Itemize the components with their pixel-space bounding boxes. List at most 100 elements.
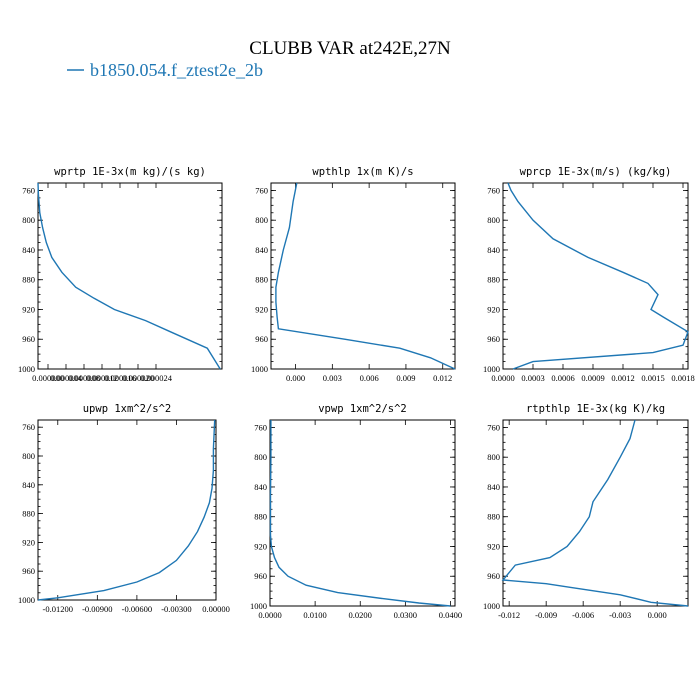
series-line [507, 182, 689, 370]
y-tick-label: 960 [487, 334, 500, 344]
x-tick-label: -0.009 [535, 610, 557, 620]
y-tick-label: 1000 [483, 364, 500, 374]
panel-3: wprcp 1E-3x(m/s) (kg/kg) 1000 960 920 880 840… [483, 166, 695, 383]
y-tick-label: 800 [254, 452, 267, 462]
legend-label: b1850.054.f_ztest2e_2b [90, 60, 263, 80]
y-tick-label: 1000 [18, 595, 35, 605]
x-tick-label: -0.00900 [82, 604, 112, 614]
x-tick-label: 0.0000 [258, 610, 281, 620]
x-tick-label: 0.0006 [551, 373, 574, 383]
x-tick-label: 0.0000 [491, 373, 514, 383]
y-tick-label: 920 [487, 304, 500, 314]
y-tick-label: 840 [22, 480, 35, 490]
y-tick-label: 760 [22, 422, 35, 432]
y-tick-label: 840 [254, 482, 267, 492]
series-line [37, 419, 216, 601]
y-tick-label: 880 [22, 509, 35, 519]
figure-title: CLUBB VAR at242E,27N [249, 38, 451, 59]
x-tick-label: -0.00300 [161, 604, 191, 614]
x-tick-label: 0.003 [323, 373, 342, 383]
y-tick-label: 920 [254, 541, 267, 551]
x-tick-label: 0.000024 [140, 373, 173, 383]
x-tick-label: -0.01200 [43, 604, 73, 614]
x-tick-label: 0.0015 [641, 373, 664, 383]
plot-frame [37, 419, 217, 601]
panel-title: wprcp 1E-3x(m/s) (kg/kg) [520, 166, 672, 178]
y-tick-label: 880 [487, 512, 500, 522]
y-tick-label: 800 [22, 215, 35, 225]
y-tick-label: 880 [487, 275, 500, 285]
x-tick-label: 0.000 [648, 610, 667, 620]
y-tick-label: 840 [22, 245, 35, 255]
y-tick-label: 760 [22, 185, 35, 195]
x-tick-label: 0.0400 [439, 610, 462, 620]
panels: wprtp 1E-3x(m kg)/(s kg) 1000 960 920 880 840… [18, 166, 695, 620]
panel-title: upwp 1xm^2/s^2 [83, 403, 172, 415]
panel-2: wpthlp 1x(m K)/s 1000 960 920 880 840 800 760 0.… [251, 166, 456, 383]
y-tick-label: 960 [487, 571, 500, 581]
x-tick-label: 0.000016 [104, 373, 136, 383]
x-tick-label: 0.000020 [122, 373, 154, 383]
y-tick-label: 960 [22, 334, 35, 344]
x-tick-label: 0.006 [360, 373, 379, 383]
plot-frame [502, 419, 689, 607]
panel-4: upwp 1xm^2/s^2 1000 960 920 880 840 800 760 -0.0… [18, 403, 230, 614]
series-line [269, 420, 451, 607]
panel-title: wpthlp 1x(m K)/s [312, 166, 413, 178]
y-tick-label: 920 [255, 304, 268, 314]
x-tick-label: 0.000008 [68, 373, 100, 383]
x-tick-label: 0.0009 [581, 373, 604, 383]
x-tick-label: 0.009 [396, 373, 415, 383]
series-line [37, 182, 221, 370]
panel-title: vpwp 1xm^2/s^2 [318, 403, 407, 415]
x-tick-label: 0.000 [286, 373, 305, 383]
x-tick-label: -0.012 [498, 610, 520, 620]
plot-frame [270, 182, 456, 370]
panel-5: vpwp 1xm^2/s^2 1000 960 920 880 840 800 760 0.00… [250, 403, 462, 620]
y-tick-label: 800 [22, 451, 35, 461]
y-tick-label: 760 [487, 422, 500, 432]
plot-frame [37, 182, 223, 370]
y-tick-label: 960 [255, 334, 268, 344]
y-tick-label: 1000 [250, 601, 267, 611]
x-tick-label: 0.000000 [32, 373, 64, 383]
y-tick-label: 920 [22, 537, 35, 547]
panel-6: rtpthlp 1E-3x(kg K)/kg 1000 960 920 880 840 80… [483, 403, 689, 620]
series-line [275, 182, 456, 370]
x-tick-label: 0.0100 [303, 610, 326, 620]
plot-frame [502, 182, 689, 370]
x-tick-label: 0.000004 [50, 373, 83, 383]
y-tick-label: 880 [22, 275, 35, 285]
y-tick-label: 1000 [251, 364, 268, 374]
x-tick-label: -0.006 [572, 610, 594, 620]
y-tick-label: 880 [255, 275, 268, 285]
y-tick-label: 880 [254, 512, 267, 522]
x-tick-label: 0.0018 [671, 373, 694, 383]
y-tick-label: 800 [255, 215, 268, 225]
panel-title: rtpthlp 1E-3x(kg K)/kg [526, 403, 665, 415]
panel-1: wprtp 1E-3x(m kg)/(s kg) 1000 960 920 880 840… [18, 166, 223, 383]
y-tick-label: 920 [487, 541, 500, 551]
y-tick-label: 760 [487, 185, 500, 195]
y-tick-label: 840 [255, 245, 268, 255]
x-tick-label: 0.000012 [86, 373, 118, 383]
x-tick-label: -0.00600 [122, 604, 152, 614]
x-tick-label: 0.0300 [394, 610, 417, 620]
y-tick-label: 1000 [18, 364, 35, 374]
y-tick-label: 800 [487, 452, 500, 462]
x-tick-label: 0.0003 [521, 373, 544, 383]
series-line [501, 419, 689, 607]
x-tick-label: 0.00000 [202, 604, 230, 614]
y-tick-label: 760 [254, 422, 267, 432]
panel-title: wprtp 1E-3x(m kg)/(s kg) [54, 166, 206, 178]
y-tick-label: 920 [22, 304, 35, 314]
y-tick-label: 760 [255, 185, 268, 195]
y-tick-label: 960 [22, 566, 35, 576]
y-tick-label: 800 [487, 215, 500, 225]
plot-frame [269, 419, 456, 607]
y-tick-label: 840 [487, 482, 500, 492]
y-tick-label: 960 [254, 571, 267, 581]
x-tick-label: 0.012 [433, 373, 452, 383]
y-tick-label: 840 [487, 245, 500, 255]
